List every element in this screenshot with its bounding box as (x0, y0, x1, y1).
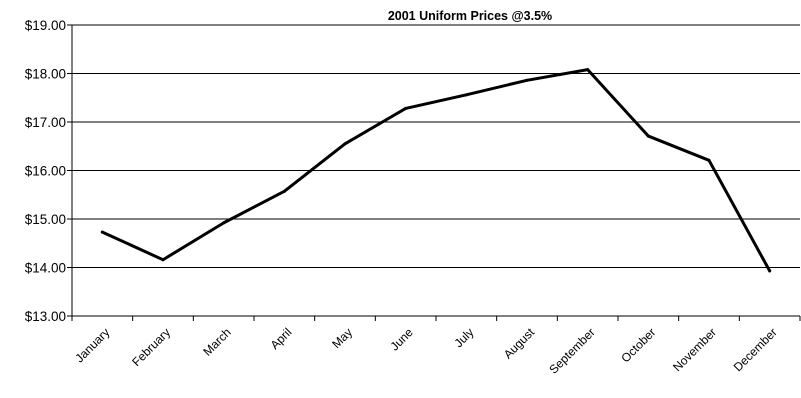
data-point (464, 93, 468, 97)
x-tick-label: November (670, 325, 719, 374)
data-point (343, 142, 347, 146)
series-layer (100, 68, 772, 273)
y-tick-label: $14.00 (25, 261, 66, 276)
data-point (586, 68, 590, 72)
y-tick-label: $18.00 (25, 67, 66, 82)
data-point (707, 158, 711, 162)
x-tick-label: April (268, 325, 295, 352)
x-tick-label: February (129, 325, 173, 369)
data-point (646, 134, 650, 138)
x-tick-label: December (731, 325, 780, 374)
gridlines (72, 24, 800, 317)
x-tick-label: May (329, 325, 355, 351)
data-point (525, 78, 529, 82)
x-tick-label: October (618, 325, 658, 365)
series-line (100, 68, 772, 273)
y-tick-label: $17.00 (25, 115, 66, 130)
data-point (161, 258, 165, 262)
data-point (100, 230, 104, 234)
y-tick-label: $13.00 (25, 309, 66, 324)
x-tick-label: June (387, 325, 416, 354)
x-tick-label: January (72, 325, 112, 365)
data-point (404, 106, 408, 110)
y-tick-label: $19.00 (25, 18, 66, 33)
y-tick-label: $15.00 (25, 212, 66, 227)
data-point (222, 221, 226, 225)
x-axis-tick-labels: January February March April May June July Augu… (72, 325, 779, 377)
x-tick-label: July (451, 325, 476, 350)
chart-title: 2001 Uniform Prices @3.5% (388, 9, 552, 23)
y-axis-tick-labels: $13.00 $14.00 $15.00 $16.00 $17.00 $18.00 $19.… (25, 18, 66, 324)
data-point (768, 269, 772, 273)
data-point (282, 189, 286, 193)
axes (67, 24, 801, 321)
x-tick-label: August (501, 325, 538, 362)
y-tick-label: $16.00 (25, 164, 66, 179)
x-tick-label: March (200, 325, 233, 358)
x-tick-label: September (546, 325, 597, 376)
